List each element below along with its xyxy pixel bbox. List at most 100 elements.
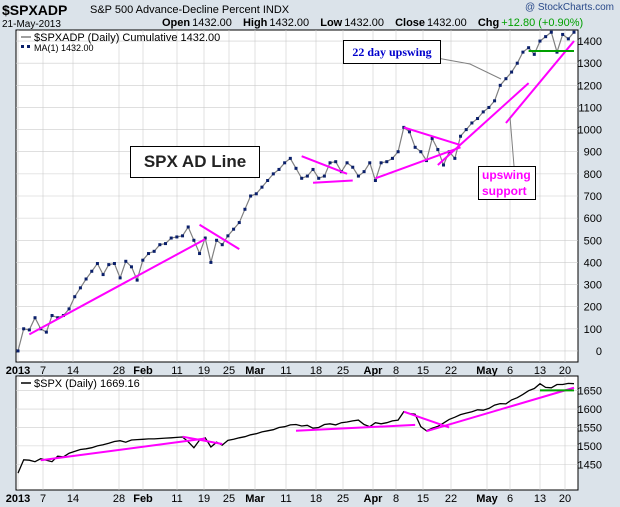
ad-point: [515, 61, 519, 65]
ad-panel-xtick-label: 22: [445, 365, 457, 377]
spx-panel-xtick-label: 22: [445, 493, 457, 505]
ad-panel-xtick-label: Feb: [133, 365, 153, 377]
ad-point: [112, 262, 116, 266]
ad-point: [101, 273, 105, 277]
ad-point: [90, 269, 94, 273]
ad-panel-xtick-label: 8: [393, 365, 399, 377]
close-label: Close: [395, 17, 426, 29]
ad-point: [538, 39, 542, 43]
open-value: 1432.00: [192, 17, 232, 29]
ad-point: [368, 161, 372, 165]
ad-point: [135, 278, 139, 282]
ad-point: [271, 172, 275, 176]
ad-point: [107, 263, 111, 267]
ad-point: [555, 50, 559, 54]
ad-point: [73, 295, 77, 299]
ad-point: [288, 156, 292, 160]
symbol-title: $SPXADP: [2, 2, 68, 18]
spx-panel-xtick-label: 11: [171, 493, 182, 505]
ad-point: [544, 35, 548, 39]
spx-panel-xtick-label: 19: [198, 493, 210, 505]
ad-panel-ytick-label: 1000: [578, 125, 602, 137]
ad-point: [146, 252, 150, 256]
spx-trend-line: [426, 386, 575, 433]
ad-panel-xtick-label: 15: [417, 365, 429, 377]
ad-point: [442, 163, 446, 167]
ad-point: [152, 249, 156, 253]
spx-panel-xtick-label: 15: [417, 493, 429, 505]
ad-point: [209, 260, 213, 264]
ad-panel-xtick-label: Mar: [245, 365, 265, 377]
ad-panel-xtick-label: 7: [40, 365, 46, 377]
ad-point: [78, 286, 82, 290]
ad-point: [470, 121, 474, 125]
ad-panel-xtick-label: 25: [223, 365, 235, 377]
spx-panel-xtick-label: Mar: [245, 493, 265, 505]
ad-point: [413, 145, 417, 149]
ad-point: [243, 207, 247, 211]
spx-panel-xtick-label: Feb: [133, 493, 153, 505]
ad-point: [164, 242, 168, 246]
ad-panel-xtick-label: 6: [507, 365, 513, 377]
ad-point: [266, 179, 270, 183]
upswing-callout-pointer: [436, 57, 502, 80]
ad-point: [254, 192, 258, 196]
ad-panel-xtick-label: 20: [559, 365, 571, 377]
ad-panel-ytick-label: 1200: [578, 80, 602, 92]
spx-legend-text: $SPX (Daily) 1669.16: [34, 378, 140, 390]
ad-trend-line: [375, 146, 461, 180]
ad-point: [226, 234, 230, 238]
spx-panel-ytick-label: 1600: [578, 404, 602, 416]
ad-point: [84, 277, 88, 281]
spx-panel-xtick-label: 7: [40, 493, 46, 505]
ad-point: [33, 316, 37, 320]
ma-legend-swatch: [21, 45, 24, 48]
low-value: 1432.00: [344, 17, 384, 29]
open-label: Open: [162, 17, 191, 29]
ad-point: [67, 307, 71, 311]
ad-trend-line: [437, 82, 530, 166]
ad-panel-ytick-label: 200: [584, 302, 602, 314]
spx-panel-ytick-label: 1500: [578, 441, 602, 453]
upswing-label-box: 22 day upswing: [343, 40, 441, 64]
ad-point: [203, 236, 207, 240]
ad-point: [334, 160, 338, 164]
ad-legend-text: $SPXADP (Daily) Cumulative 1432.00: [34, 32, 220, 44]
support-label-line1: upswing: [482, 168, 531, 182]
ad-point: [498, 83, 502, 87]
ad-point: [192, 238, 196, 242]
ad-point: [510, 70, 514, 74]
ad-point: [362, 170, 366, 174]
ad-panel-ytick-label: 1400: [578, 36, 602, 48]
spx-trend-line: [182, 435, 223, 446]
ma-legend-swatch: [27, 45, 30, 48]
ad-panel-xtick-label: 2013: [6, 365, 30, 377]
ad-point: [487, 105, 491, 109]
ad-panel-ytick-label: 500: [584, 235, 602, 247]
ad-point: [141, 258, 145, 262]
date-label: 21-May-2013: [2, 19, 61, 30]
ma-legend-text: MA(1) 1432.00: [34, 43, 94, 53]
ad-point: [379, 161, 383, 165]
spx-panel-xtick-label: 25: [223, 493, 235, 505]
ad-point: [215, 238, 219, 242]
spx-panel-frame: [15, 375, 579, 491]
spx-panel-ytick-label: 1650: [578, 386, 602, 398]
ad-point: [27, 328, 31, 332]
ad-point: [44, 330, 48, 334]
ad-point: [549, 30, 553, 34]
ad-panel-xtick-label: 28: [113, 365, 125, 377]
ad-panel-ytick-label: 1300: [578, 58, 602, 70]
spx-panel-xtick-label: 18: [310, 493, 322, 505]
ad-point: [322, 174, 326, 178]
ad-point: [169, 236, 173, 240]
ad-point: [481, 110, 485, 114]
high-label: High: [242, 17, 268, 29]
spx-trend-line: [403, 410, 450, 429]
chg-value: +12.80 (+0.90%): [501, 17, 584, 29]
title-box-text: SPX AD Line: [143, 152, 247, 171]
ohlc-readout: Open 1432.00 High 1432.00 Low 1432.00 Close…: [162, 17, 583, 29]
ad-point: [95, 262, 99, 266]
ad-panel-xtick-label: 19: [198, 365, 210, 377]
ad-point: [527, 46, 531, 50]
